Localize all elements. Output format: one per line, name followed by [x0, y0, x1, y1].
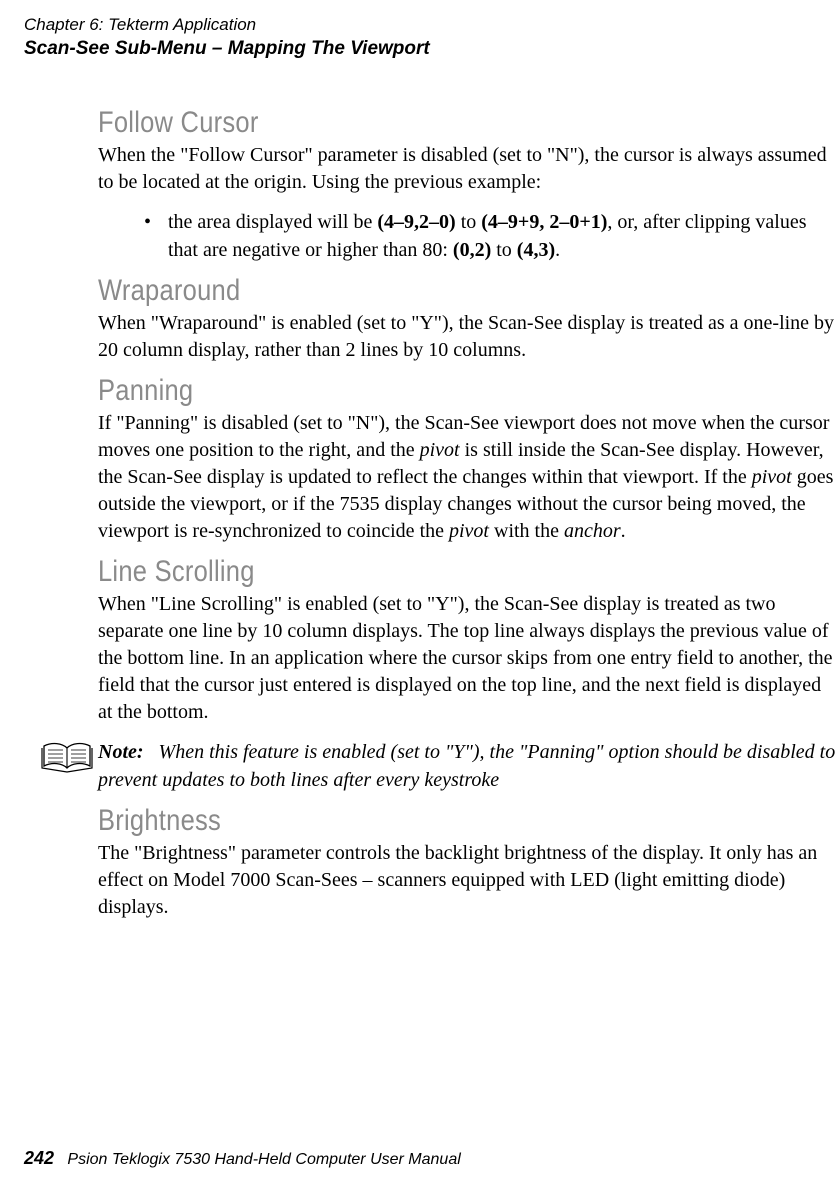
footer-text: Psion Teklogix 7530 Hand-Held Computer U… [67, 1151, 460, 1168]
bullet-text-pre: the area displayed will be [168, 211, 377, 233]
bullet-text-mid1: to [456, 211, 482, 233]
note-label: Note: [98, 741, 144, 763]
bullet-bold-1: (4–9,2–0) [377, 211, 455, 233]
bullet-text-end: . [555, 239, 560, 261]
panning-pivot-3: pivot [449, 520, 489, 542]
chapter-header: Chapter 6: Tekterm Application [24, 14, 814, 36]
line-scrolling-paragraph: When "Line Scrolling" is enabled (set to… [98, 591, 838, 726]
follow-cursor-paragraph: When the "Follow Cursor" parameter is di… [98, 142, 838, 196]
note-body: When this feature is enabled (set to "Y"… [98, 741, 835, 791]
page-number: 242 [24, 1148, 54, 1168]
follow-cursor-bullet: the area displayed will be (4–9,2–0) to … [144, 208, 838, 264]
subheader: Scan-See Sub-Menu – Mapping The Viewport [24, 36, 814, 62]
panning-pivot-2: pivot [752, 466, 792, 488]
section-title-brightness: Brightness [98, 806, 727, 836]
bullet-bold-2: (4–9+9, 2–0+1) [481, 211, 607, 233]
note-text: Note: When this feature is enabled (set … [96, 738, 838, 794]
panning-pivot-1: pivot [420, 439, 460, 461]
panning-text-d: with the [489, 520, 564, 542]
bullet-text-mid3: to [491, 239, 517, 261]
bullet-bold-4: (4,3) [517, 239, 555, 261]
book-icon [24, 738, 96, 779]
section-title-follow-cursor: Follow Cursor [98, 108, 727, 138]
brightness-paragraph: The "Brightness" parameter controls the … [98, 840, 838, 921]
panning-text-e: . [621, 520, 626, 542]
panning-paragraph: If "Panning" is disabled (set to "N"), t… [98, 410, 838, 545]
page-footer: 242 Psion Teklogix 7530 Hand-Held Comput… [24, 1148, 461, 1169]
panning-anchor: anchor [564, 520, 621, 542]
section-title-line-scrolling: Line Scrolling [98, 557, 727, 587]
wraparound-paragraph: When "Wraparound" is enabled (set to "Y"… [98, 310, 838, 364]
section-title-wraparound: Wraparound [98, 276, 727, 306]
note-block: Note: When this feature is enabled (set … [24, 738, 838, 794]
section-title-panning: Panning [98, 376, 727, 406]
bullet-bold-3: (0,2) [453, 239, 491, 261]
